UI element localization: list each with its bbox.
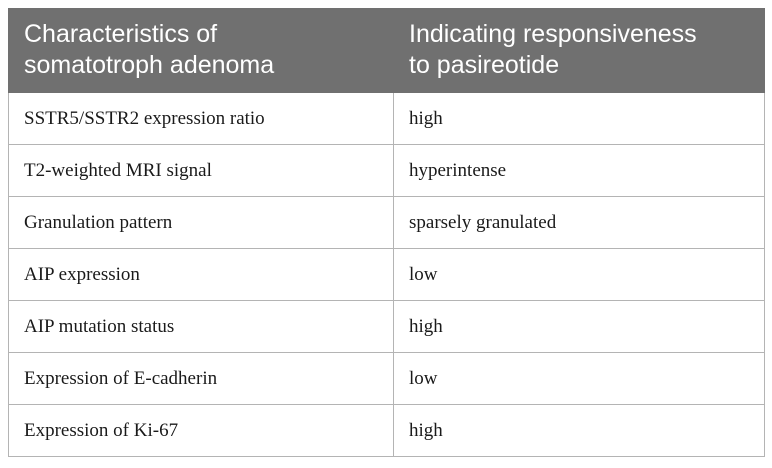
- characteristic-cell: Expression of Ki-67: [8, 404, 394, 457]
- responsiveness-cell: sparsely granulated: [393, 196, 765, 249]
- table-row: AIP expression low: [8, 248, 765, 301]
- table-row: SSTR5/SSTR2 expression ratio high: [8, 92, 765, 145]
- header-responsiveness-line-2: to pasireotide: [409, 51, 560, 79]
- responsiveness-cell: high: [393, 404, 765, 457]
- header-characteristics-line-1: Characteristics of: [24, 20, 218, 48]
- responsiveness-cell: high: [393, 92, 765, 145]
- table-row: Expression of Ki-67 high: [8, 404, 765, 457]
- header-characteristics: Characteristics of somatotroph adenoma: [8, 8, 394, 93]
- table-header: Characteristics of somatotroph adenoma I…: [8, 8, 765, 93]
- table-row: T2-weighted MRI signal hyperintense: [8, 144, 765, 197]
- header-characteristics-line-2: somatotroph adenoma: [24, 51, 275, 79]
- header-responsiveness: Indicating responsiveness to pasireotide: [393, 8, 765, 93]
- characteristic-cell: AIP mutation status: [8, 300, 394, 353]
- characteristics-table-container: Characteristics of somatotroph adenoma I…: [8, 8, 765, 457]
- characteristic-cell: Expression of E-cadherin: [8, 352, 394, 405]
- characteristics-table: Characteristics of somatotroph adenoma I…: [8, 8, 765, 457]
- header-responsiveness-line-1: Indicating responsiveness: [409, 20, 697, 48]
- characteristic-cell: SSTR5/SSTR2 expression ratio: [8, 92, 394, 145]
- table-row: Granulation pattern sparsely granulated: [8, 196, 765, 249]
- table-row: AIP mutation status high: [8, 300, 765, 353]
- responsiveness-cell: low: [393, 352, 765, 405]
- table-body: SSTR5/SSTR2 expression ratio high T2-wei…: [8, 92, 765, 457]
- responsiveness-cell: low: [393, 248, 765, 301]
- table-row: Expression of E-cadherin low: [8, 352, 765, 405]
- responsiveness-cell: hyperintense: [393, 144, 765, 197]
- responsiveness-cell: high: [393, 300, 765, 353]
- header-row: Characteristics of somatotroph adenoma I…: [8, 8, 765, 93]
- characteristic-cell: AIP expression: [8, 248, 394, 301]
- characteristic-cell: T2-weighted MRI signal: [8, 144, 394, 197]
- characteristic-cell: Granulation pattern: [8, 196, 394, 249]
